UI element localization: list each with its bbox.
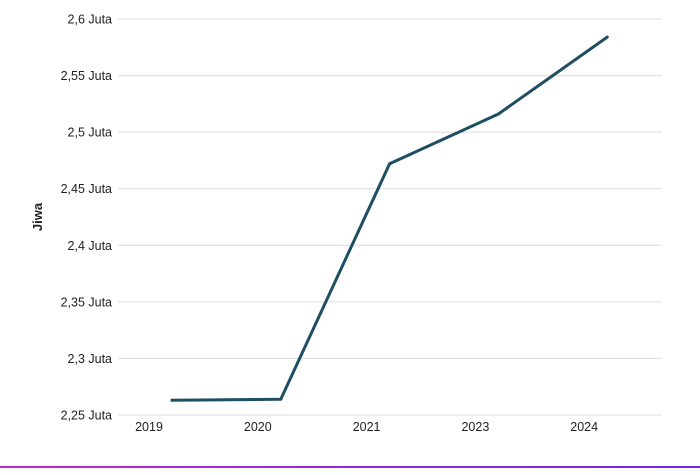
series-line [170,35,609,402]
data-point [605,35,609,39]
data-point [388,162,392,166]
x-tick-label: 2020 [244,420,272,434]
series-layer [170,35,609,402]
x-axis-ticks: 2019 2020 2021 2023 2024 [135,420,598,434]
data-point [496,112,500,116]
x-tick-label: 2019 [135,420,163,434]
y-axis-ticks: 2,25 Juta 2,3 Juta 2,35 Juta 2,4 Juta 2,45 J… [61,13,112,423]
y-tick-label: 2,4 Juta [68,239,113,253]
y-tick-label: 2,35 Juta [61,295,112,309]
x-tick-label: 2021 [353,420,381,434]
x-tick-label: 2024 [570,420,598,434]
data-point [170,398,174,402]
y-tick-label: 2,55 Juta [61,69,112,83]
gridlines [118,18,662,416]
data-point [279,397,283,401]
y-tick-label: 2,45 Juta [61,182,112,196]
bottom-accent-bar [0,466,700,468]
y-axis-title: Jiwa [30,202,45,231]
y-tick-label: 2,5 Juta [68,126,113,140]
y-tick-label: 2,3 Juta [68,352,113,366]
y-tick-label: 2,6 Juta [68,13,113,27]
x-tick-label: 2023 [461,420,489,434]
y-tick-label: 2,25 Juta [61,409,112,423]
